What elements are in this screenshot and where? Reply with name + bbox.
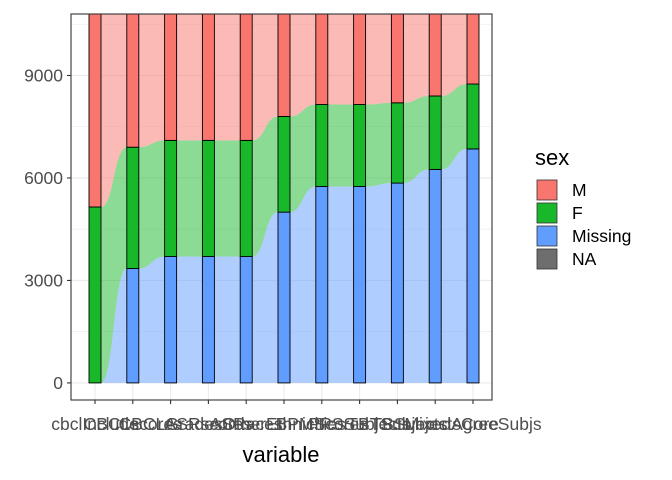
stratum-missing-tbtsubjects [390, 182, 404, 384]
stratum-missing-tbsubjectscore [428, 168, 442, 384]
y-tick-label: 0 [53, 373, 63, 393]
y-tick-label: 9000 [24, 65, 63, 85]
legend-label-missing: Missing [572, 226, 631, 246]
legend-label-na: NA [572, 249, 597, 269]
legend-key-f [536, 202, 558, 224]
stratum-m-mixedagreesubjs [466, 13, 480, 85]
legend-title: sex [535, 145, 569, 170]
x-tick-label-cbclgrades: CBCLGrades [119, 414, 223, 434]
stratum-missing-ppssubjects [353, 186, 367, 384]
stratum-m-bpmscores [315, 13, 329, 105]
stratum-f-ppssubjects [353, 104, 367, 187]
strata-bars [88, 13, 480, 384]
stratum-missing-bpmscores [315, 186, 329, 384]
x-axis: cbclIncludeCBCLscoresCBCLGradesASRscores… [51, 400, 542, 434]
flow-m [365, 14, 392, 105]
flow-missing [252, 212, 278, 383]
flow-m [138, 14, 165, 148]
x-tick-label-tbtsubjects: TBTSubjects [347, 414, 447, 434]
flow-missing [138, 256, 165, 383]
legend-key-na [536, 248, 558, 270]
flow-f [441, 84, 467, 170]
stratum-m-ppssubjects [353, 13, 367, 105]
stratum-missing-mixedagreesubjs [466, 148, 480, 384]
x-tick-label-cbclinclude: cbclInclude [51, 414, 139, 434]
flow-missing [403, 169, 430, 383]
flow-f [101, 147, 127, 383]
flow-f [176, 140, 203, 257]
flow-f [252, 116, 278, 257]
plot-border [70, 13, 493, 401]
flow-f [327, 104, 354, 187]
stratum-missing-asrscores [201, 256, 215, 384]
x-tick-label-ppssubjects: PPSSubjects [309, 414, 411, 434]
stratum-f-bpmscores [315, 104, 329, 187]
y-axis: 0 3000 6000 9000 [24, 65, 71, 393]
flow-m [327, 14, 354, 105]
legend-label-f: F [572, 203, 583, 223]
alluvium-flows [101, 14, 467, 383]
stratum-f-cbclscores [126, 146, 140, 269]
legend: sex MF Missing NA [535, 145, 631, 270]
stratum-m-cbclgrades [164, 13, 178, 141]
stratum-f-asraces [239, 139, 253, 257]
stratum-f-tbsubjectscore [428, 95, 442, 170]
x-axis-title: variable [242, 442, 319, 467]
stratum-f-mixedagreesubjs [466, 83, 480, 150]
flow-missing [214, 256, 241, 383]
stratum-f-cbclgrades [164, 139, 178, 257]
flow-m [290, 14, 316, 117]
stratum-missing-cbclgrades [164, 256, 178, 384]
flow-missing [327, 186, 354, 383]
flow-f [214, 140, 241, 257]
flow-missing [290, 186, 316, 383]
y-tick-label: 6000 [24, 168, 63, 188]
stratum-m-cbclinclude [88, 13, 102, 208]
x-tick-label-mixedagreesubjs: MixedAgreeSubjs [404, 414, 541, 434]
stratum-f-asrscores [201, 139, 215, 257]
x-tick-label-cbclscores: CBCLscores [84, 414, 182, 434]
flow-m [252, 14, 278, 141]
flow-missing [441, 148, 467, 383]
x-tick-label-bpmscores: BPMScores [276, 414, 369, 434]
stratum-m-asrscores [201, 13, 215, 141]
x-tick-label-tbsubjectscore: TBSubjectsCore [371, 414, 498, 434]
stratum-m-tbsubjectscore [428, 13, 442, 97]
stratum-m-asraces [239, 13, 253, 141]
x-tick-label-otherethnicities: OtherEthnicities [222, 414, 346, 434]
stratum-missing-otherethnicities [277, 211, 291, 384]
flow-f [403, 95, 430, 184]
flow-m [403, 14, 430, 103]
stratum-m-otherethnicities [277, 13, 291, 117]
flow-m [441, 14, 467, 96]
flow-m [176, 14, 203, 141]
legend-key-m [536, 179, 558, 201]
y-tick-label: 3000 [24, 270, 63, 290]
stratum-missing-cbclscores [126, 268, 140, 384]
legend-key-missing [536, 225, 558, 247]
flow-m [101, 14, 127, 207]
stratum-f-otherethnicities [277, 116, 291, 213]
flow-m [214, 14, 241, 141]
flow-f [138, 140, 165, 269]
stratum-f-cbclinclude [88, 206, 102, 384]
stratum-m-cbclscores [126, 13, 140, 148]
flow-f [365, 102, 392, 187]
stratum-m-tbtsubjects [390, 13, 404, 104]
flow-f [290, 104, 316, 213]
flow-missing [365, 183, 392, 383]
stratum-missing-asraces [239, 256, 253, 384]
stratum-f-tbtsubjects [390, 102, 404, 184]
x-tick-label-asrscores: ASRscores [165, 414, 253, 434]
flow-missing [176, 256, 203, 383]
legend-label-m: M [572, 180, 587, 200]
x-tick-label-asraces: ASRaces [210, 414, 283, 434]
